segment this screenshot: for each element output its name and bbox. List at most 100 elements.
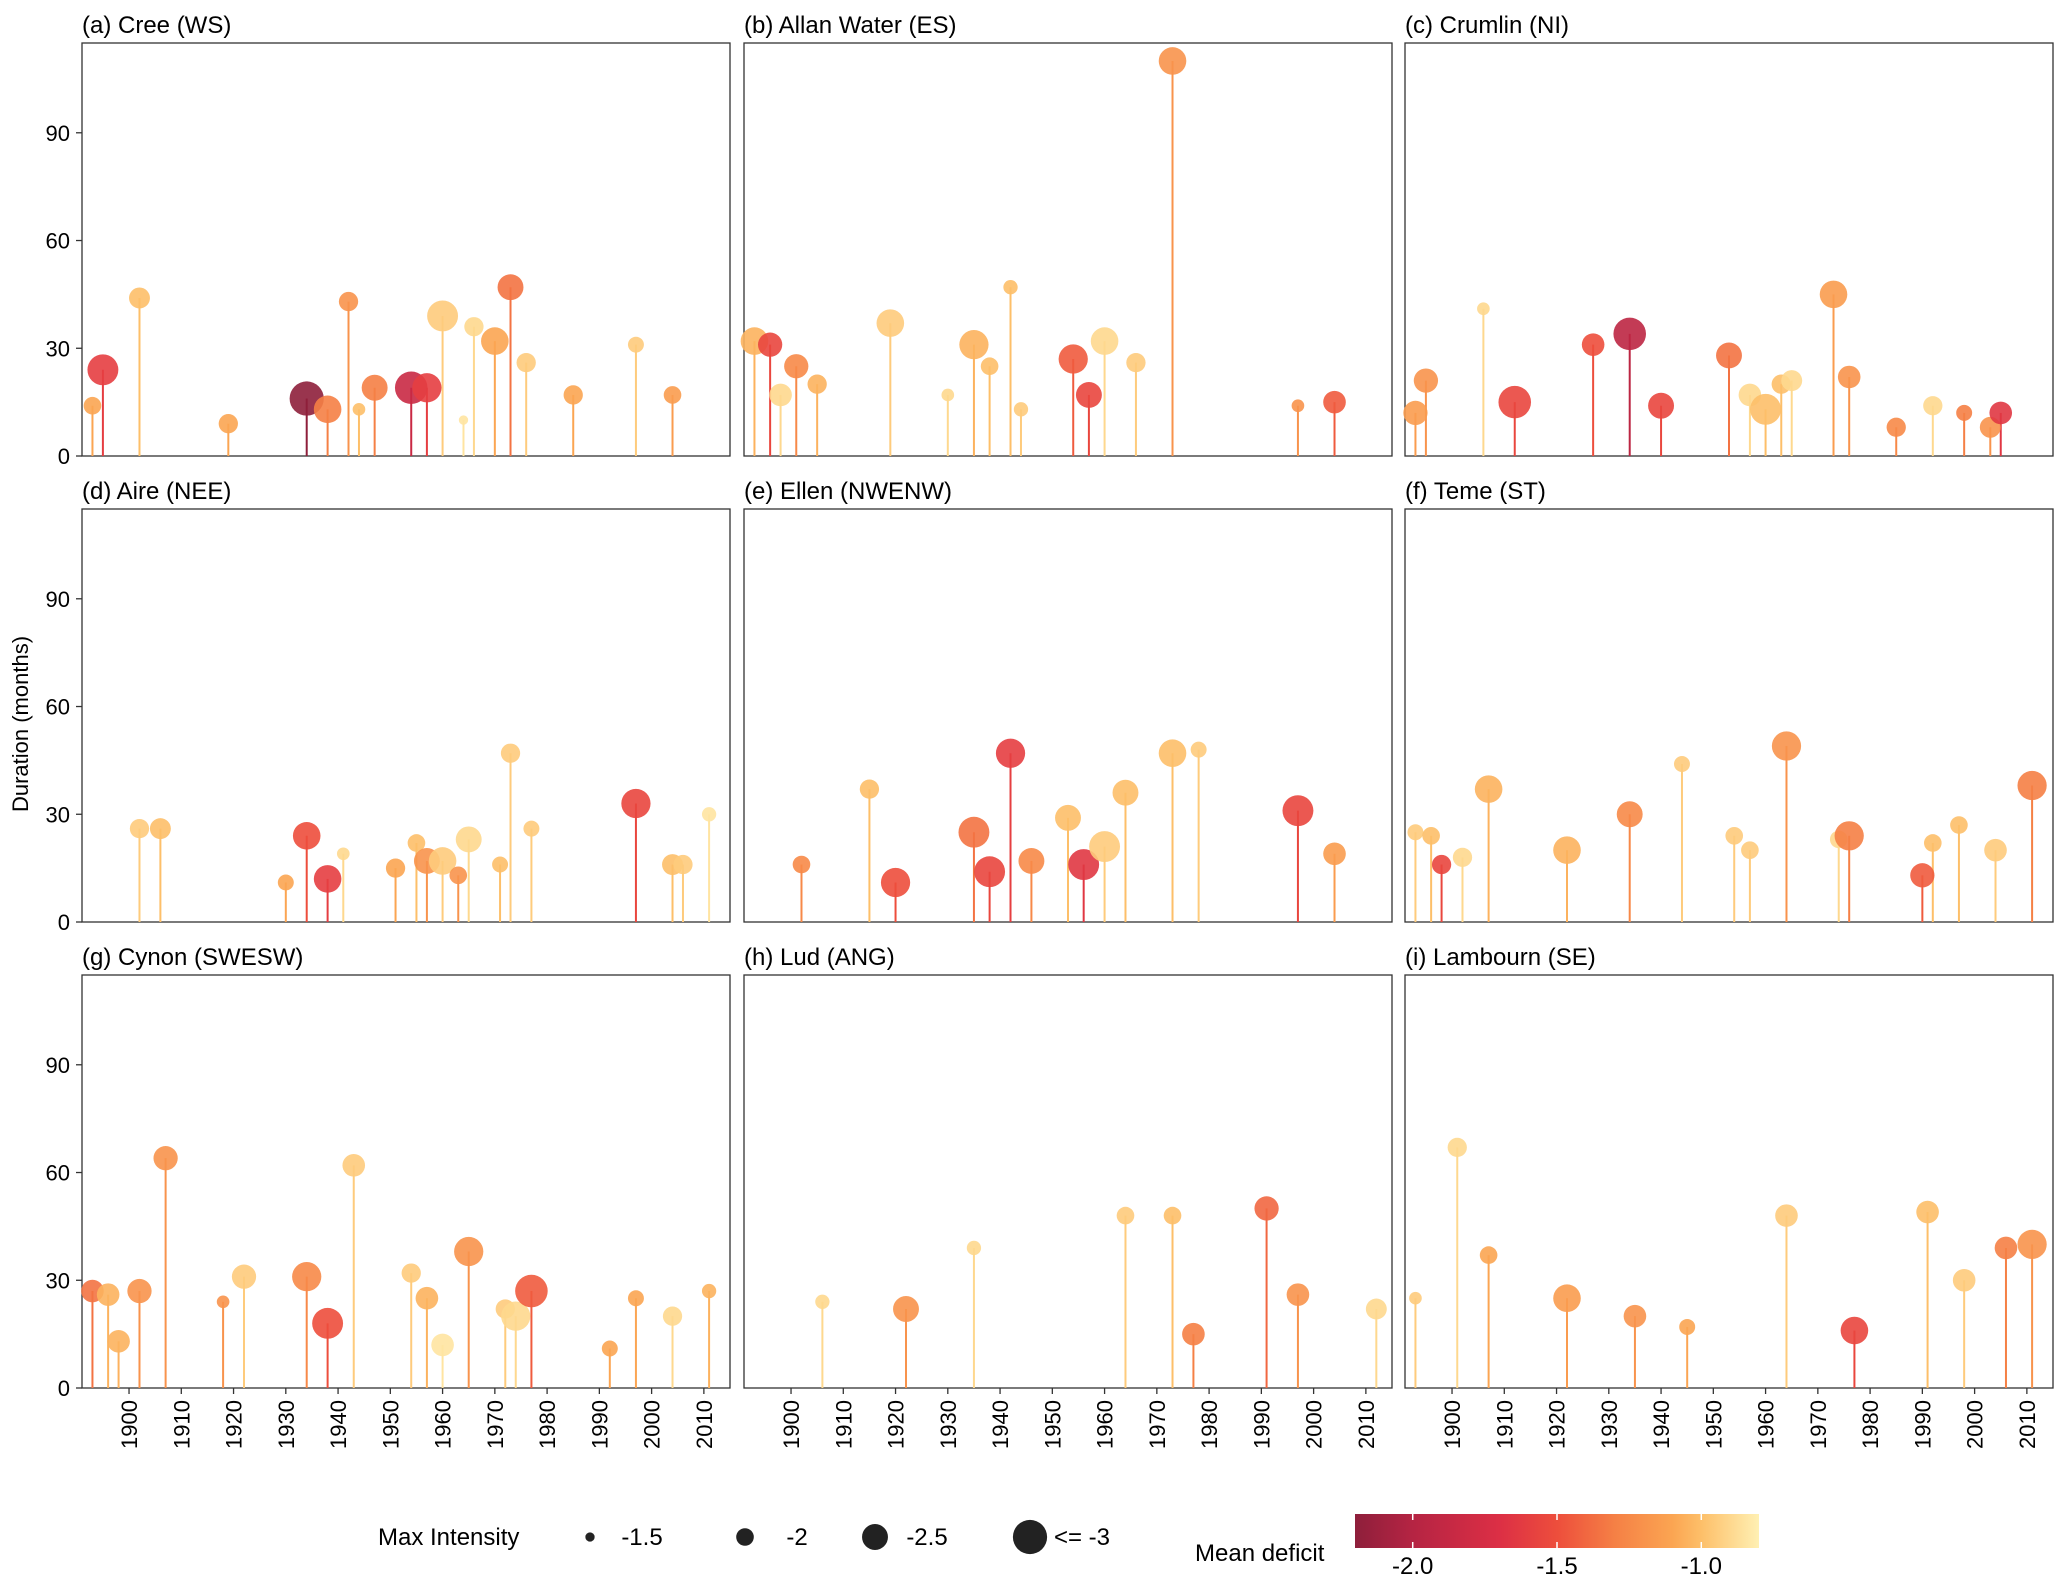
- event-point: [627, 1290, 644, 1307]
- panel-frame: [743, 42, 1393, 457]
- event-point: [1126, 352, 1146, 373]
- event-point: [621, 788, 651, 819]
- size-legend-label: -2.5: [906, 1524, 947, 1551]
- event-point: [129, 287, 150, 309]
- event-point: [1623, 1304, 1647, 1328]
- event-point: [1163, 1206, 1182, 1225]
- event-point: [2017, 1229, 2047, 1259]
- x-tick-label: 1920: [884, 1400, 909, 1449]
- panel: (d) Aire (NEE) 0 30 60 90: [46, 478, 731, 935]
- event-point: [129, 818, 150, 839]
- color-bar-tick-label: -1.5: [1536, 1553, 1577, 1580]
- x-tick-label: 2010: [692, 1400, 717, 1449]
- x-tick-label: 2000: [640, 1400, 665, 1449]
- event-point: [815, 1294, 830, 1309]
- panel: (e) Ellen (NWENW): [743, 478, 1393, 923]
- event-point: [342, 1154, 366, 1177]
- size-legend-label: <= -3: [1054, 1524, 1110, 1551]
- event-point: [1834, 821, 1864, 851]
- event-point: [87, 354, 119, 386]
- x-tick-label: 1990: [1910, 1400, 1935, 1449]
- size-legend-label: -2: [786, 1524, 807, 1551]
- event-point: [385, 858, 406, 878]
- event-point: [218, 414, 238, 434]
- event-point: [1781, 370, 1803, 392]
- event-point: [1422, 826, 1440, 845]
- event-point: [1431, 854, 1452, 875]
- y-tick-label: 60: [46, 1161, 70, 1186]
- x-tick-label: 1940: [1649, 1400, 1674, 1449]
- x-tick-label: 1940: [988, 1400, 1013, 1449]
- event-point: [1058, 344, 1088, 374]
- event-point: [1477, 302, 1490, 316]
- event-point: [1413, 368, 1439, 393]
- x-tick-label: 1910: [1492, 1400, 1517, 1449]
- event-point: [1956, 404, 1973, 421]
- event-point: [352, 402, 366, 416]
- event-point: [1923, 834, 1942, 852]
- event-point: [149, 818, 171, 840]
- x-tick-label: 2010: [2015, 1400, 2040, 1449]
- panels: (a) Cree (WS) 0 30 60 90 (b) Allan Water (ES)…: [46, 12, 2054, 1449]
- event-point: [455, 826, 482, 853]
- event-point: [1819, 280, 1848, 309]
- event-point: [1994, 1236, 2018, 1260]
- event-point: [1553, 836, 1581, 864]
- event-point: [1158, 47, 1187, 75]
- event-point: [1679, 1318, 1696, 1335]
- event-point: [481, 327, 509, 355]
- event-point: [407, 834, 426, 852]
- x-tick-label: 1980: [1197, 1400, 1222, 1449]
- event-point: [401, 1263, 421, 1283]
- event-point: [1725, 826, 1744, 845]
- panel-title: (i) Lambourn (SE): [1405, 944, 1596, 971]
- event-point: [1013, 402, 1029, 417]
- y-tick-label: 60: [46, 229, 70, 254]
- event-point: [1474, 775, 1503, 803]
- event-point: [1673, 756, 1690, 772]
- event-point: [1837, 365, 1861, 389]
- event-point: [312, 1307, 344, 1339]
- event-point: [515, 1274, 548, 1308]
- x-tick-label: 1920: [222, 1400, 247, 1449]
- event-point: [412, 373, 442, 403]
- event-point: [1409, 1291, 1422, 1305]
- event-point: [1254, 1196, 1279, 1221]
- event-point: [449, 866, 468, 885]
- event-point: [1616, 801, 1643, 828]
- size-legend-dot: [585, 1532, 595, 1542]
- event-point: [1407, 824, 1424, 841]
- x-tick-label: 1900: [1440, 1400, 1465, 1449]
- event-point: [1989, 401, 2013, 425]
- event-point: [1323, 842, 1346, 866]
- event-point: [277, 874, 294, 891]
- event-point: [427, 300, 459, 332]
- panel-title: (c) Crumlin (NI): [1405, 12, 1569, 39]
- event-point: [1018, 847, 1045, 874]
- event-point: [1452, 847, 1473, 867]
- color-bar-tick-label: -1.0: [1681, 1553, 1722, 1580]
- event-point: [880, 867, 911, 898]
- event-point: [807, 374, 827, 394]
- event-point: [1447, 1137, 1467, 1158]
- event-point: [769, 383, 792, 407]
- event-point: [563, 385, 583, 405]
- x-tick-label: 1960: [431, 1400, 456, 1449]
- y-tick-label: 90: [46, 1053, 70, 1078]
- x-tick-label: 1980: [1858, 1400, 1883, 1449]
- event-point: [523, 820, 540, 837]
- x-tick-label: 1950: [1701, 1400, 1726, 1449]
- x-tick-label: 1960: [1093, 1400, 1118, 1449]
- event-point: [1055, 804, 1081, 831]
- event-point: [1190, 741, 1207, 758]
- panel-title: (d) Aire (NEE): [82, 478, 231, 505]
- size-legend-title: Max Intensity: [378, 1524, 519, 1551]
- y-tick-label: 0: [58, 444, 70, 469]
- size-legend-label: -1.5: [621, 1524, 662, 1551]
- event-point: [1886, 417, 1906, 437]
- x-tick-label: 1970: [1145, 1400, 1170, 1449]
- size-legend-dot: [736, 1528, 754, 1546]
- color-bar-tick-label: -2.0: [1392, 1553, 1433, 1580]
- panel-frame: [743, 974, 1393, 1389]
- event-point: [1068, 849, 1100, 880]
